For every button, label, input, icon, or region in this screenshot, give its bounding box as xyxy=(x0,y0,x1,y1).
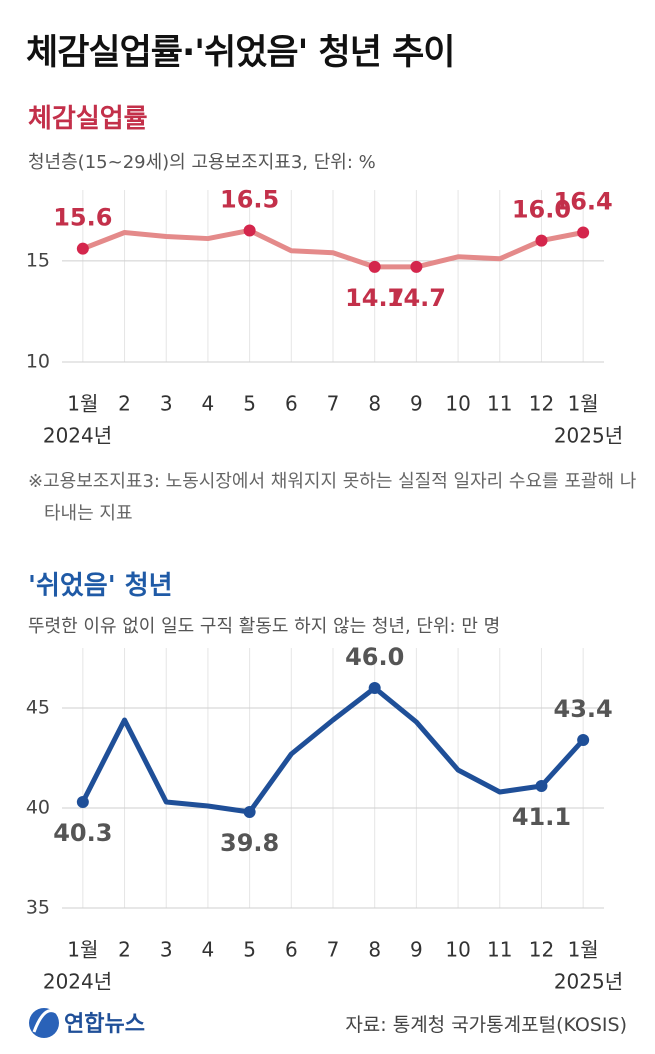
x-tick-label: 5 xyxy=(243,392,256,416)
x-tick-label: 1월 xyxy=(67,392,98,416)
x-tick-label: 6 xyxy=(285,392,298,416)
data-label: 46.0 xyxy=(345,643,404,671)
x-tick-label: 12 xyxy=(529,392,554,416)
point-marker xyxy=(368,260,381,273)
footnote: ※고용보조지표3: 노동시장에서 채워지지 못하는 실질적 일자리 수요를 포괄… xyxy=(28,471,637,524)
main-title: 체감실업률·'쉬었음' 청년 추이 xyxy=(26,33,455,73)
x-tick-label: 2 xyxy=(118,392,131,416)
point-marker xyxy=(243,806,256,818)
point-marker xyxy=(368,682,381,694)
data-label: 39.8 xyxy=(220,829,279,857)
y-tick-label: 10 xyxy=(26,351,50,373)
section-subtitle: 뚜렷한 이유 없이 일도 구직 활동도 하지 않는 청년, 단위: 만 명 xyxy=(28,616,501,637)
data-label: 16.4 xyxy=(554,187,613,215)
year-label: 2025년 xyxy=(554,424,623,448)
section-title: 체감실업률 xyxy=(28,104,148,134)
x-tick-label: 3 xyxy=(160,938,173,962)
point-marker xyxy=(410,260,423,273)
x-tick-label: 4 xyxy=(202,938,215,962)
x-tick-label: 9 xyxy=(410,938,423,962)
y-tick-label: 15 xyxy=(26,249,50,271)
x-tick-label: 10 xyxy=(445,938,470,962)
year-label: 2024년 xyxy=(43,424,112,448)
data-label: 16.0 xyxy=(512,196,571,224)
logo: 연합뉴스 xyxy=(64,1012,145,1037)
year-label: 2024년 xyxy=(43,970,112,994)
x-tick-label: 2 xyxy=(118,938,131,962)
point-marker xyxy=(76,796,89,808)
line-series xyxy=(80,227,586,270)
point-marker xyxy=(577,226,590,239)
x-tick-label: 4 xyxy=(202,392,215,416)
x-tick-label: 7 xyxy=(327,392,340,416)
x-tick-label: 3 xyxy=(160,392,173,416)
year-label: 2025년 xyxy=(554,970,623,994)
data-label: 14.7 xyxy=(345,284,404,312)
line-series xyxy=(80,685,586,815)
data-label: 43.4 xyxy=(554,695,613,723)
x-tick-label: 1월 xyxy=(568,392,599,416)
y-tick-label: 40 xyxy=(26,797,50,819)
data-label: 15.6 xyxy=(53,204,112,232)
data-label: 40.3 xyxy=(53,819,112,847)
x-tick-label: 11 xyxy=(487,938,512,962)
data-label: 41.1 xyxy=(512,803,571,831)
source: 자료: 통계청 국가통계포털(KOSIS) xyxy=(345,1014,627,1036)
section-subtitle: 청년층(15~29세)의 고용보조지표3, 단위: % xyxy=(28,152,376,173)
x-tick-label: 9 xyxy=(410,392,423,416)
y-tick-label: 45 xyxy=(26,697,50,719)
x-tick-label: 1월 xyxy=(568,938,599,962)
x-tick-label: 8 xyxy=(368,392,381,416)
point-marker xyxy=(535,780,548,792)
point-marker xyxy=(535,234,548,247)
data-label: 16.5 xyxy=(220,185,279,213)
x-tick-label: 5 xyxy=(243,938,256,962)
data-label: 14.7 xyxy=(387,284,446,312)
point-marker xyxy=(577,734,590,746)
x-tick-label: 6 xyxy=(285,938,298,962)
point-marker xyxy=(76,242,89,255)
logo-icon xyxy=(29,1008,59,1038)
x-tick-label: 1월 xyxy=(67,938,98,962)
point-marker xyxy=(243,224,256,237)
y-tick-label: 35 xyxy=(26,897,50,919)
x-tick-label: 11 xyxy=(487,392,512,416)
x-tick-label: 7 xyxy=(327,938,340,962)
x-tick-label: 8 xyxy=(368,938,381,962)
x-tick-label: 10 xyxy=(445,392,470,416)
section-title: '쉬었음' 청년 xyxy=(28,571,173,601)
x-tick-label: 12 xyxy=(529,938,554,962)
